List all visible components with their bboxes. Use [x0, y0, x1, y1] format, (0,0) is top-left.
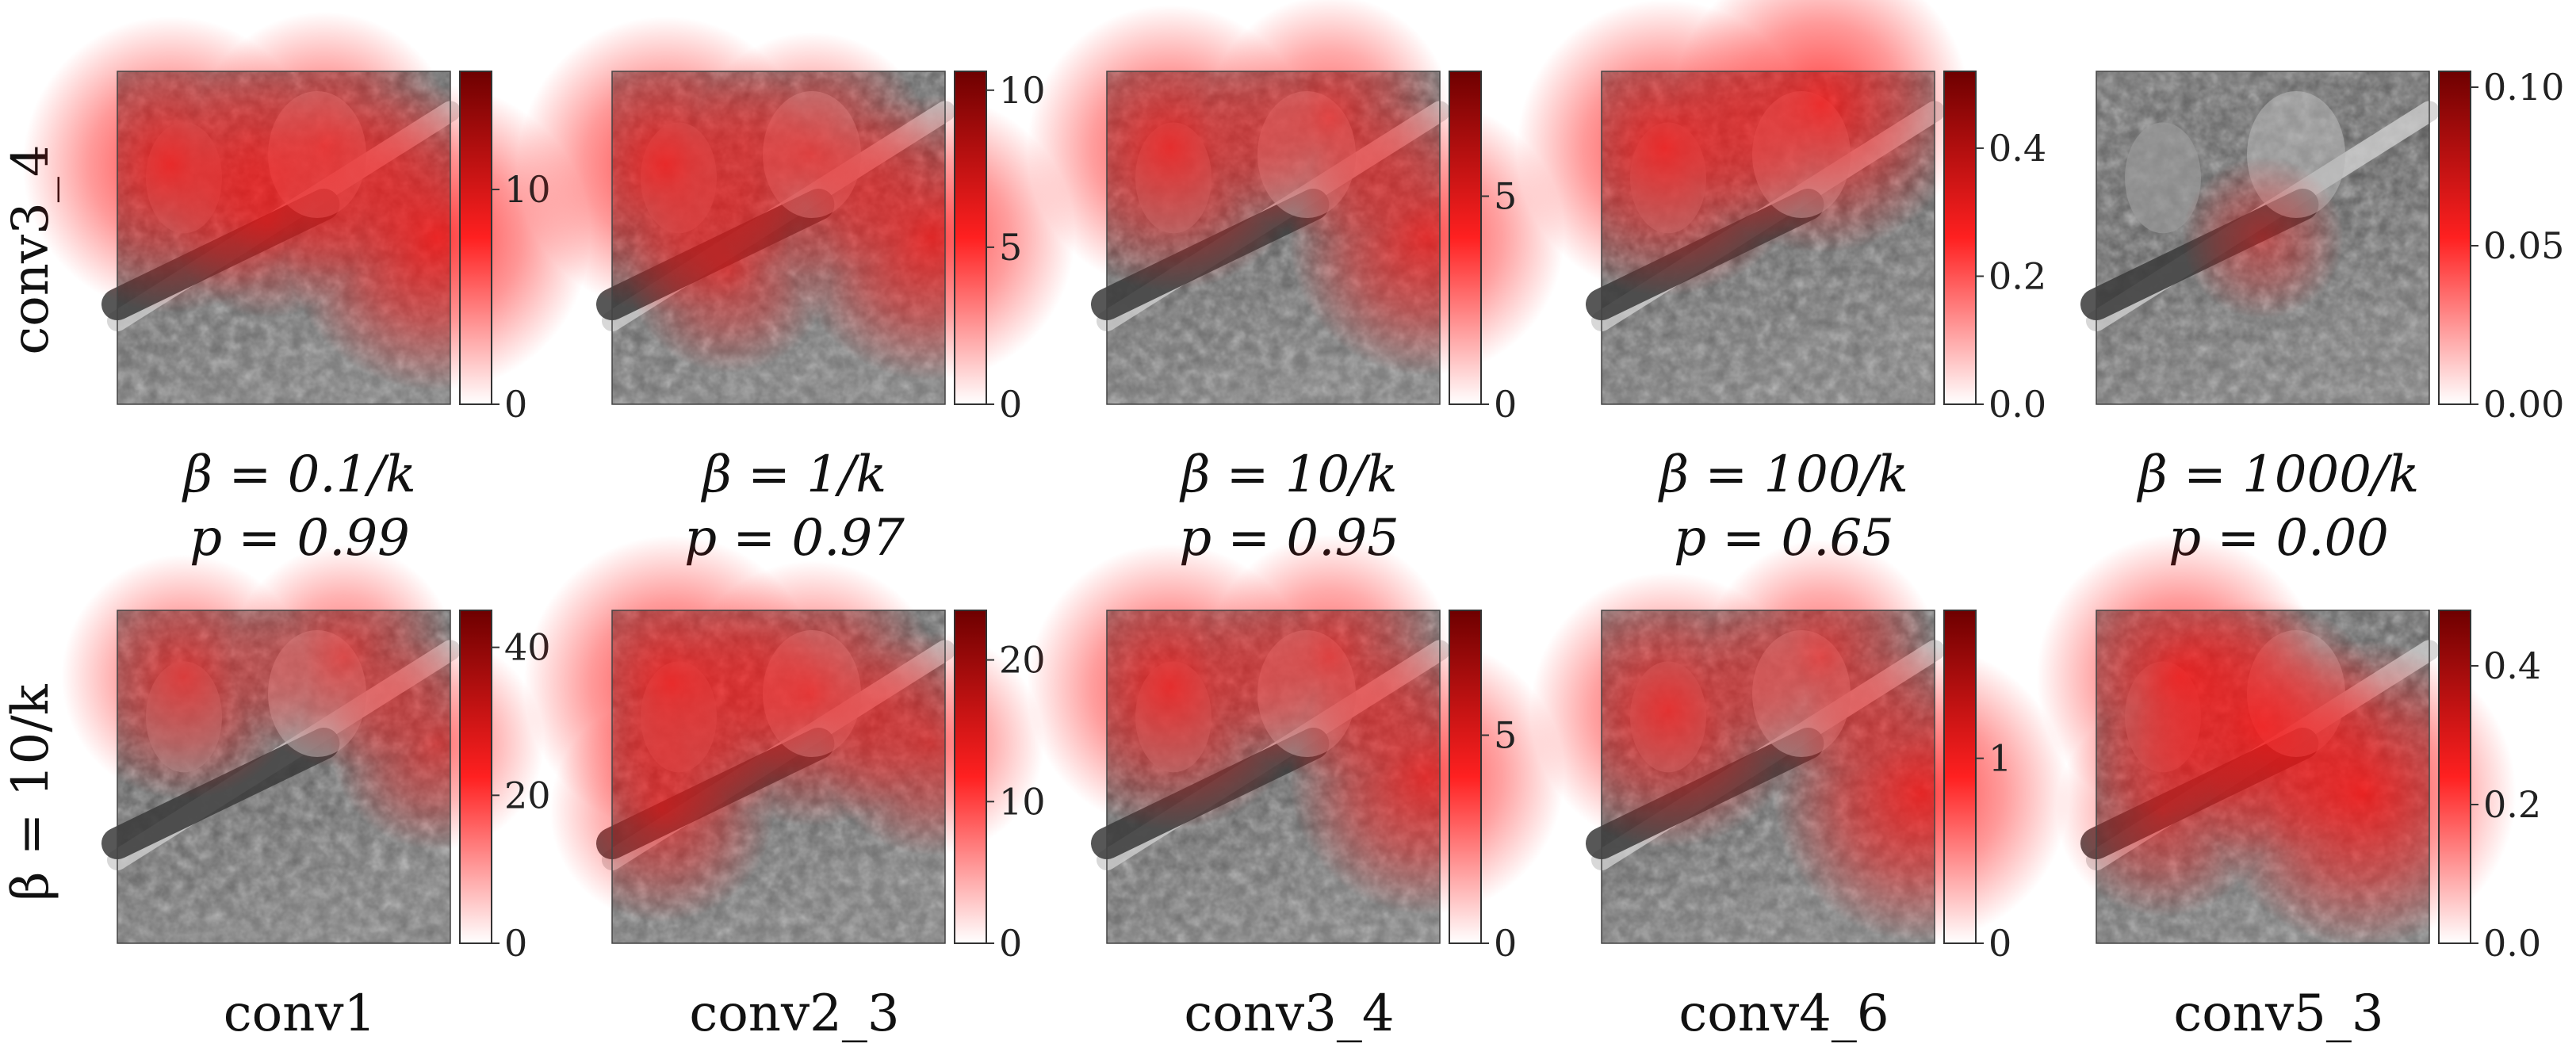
colorbar-tick-label: 0.2 [1988, 254, 2046, 297]
grayscale-photo [2080, 71, 2440, 404]
saliency-overlay [61, 545, 545, 851]
photo-frame [611, 71, 946, 405]
colorbar-tick-label: 0 [999, 383, 1022, 426]
colorbar: 0.0 0.2 0.4 [2438, 610, 2541, 965]
colorbar-tick-label: 5 [1494, 714, 1517, 757]
colorbar-gradient [2438, 71, 2471, 405]
colorbar: 0.00 0.05 0.10 [2438, 66, 2564, 426]
colorbar-tick-label: 0.00 [2483, 383, 2564, 426]
panel-caption-line: β = 0.1/k [182, 445, 415, 504]
photo-frame [2096, 71, 2430, 405]
colorbar-gradient [1449, 71, 1482, 405]
saliency-hotspot [2056, 703, 2270, 917]
colorbar-gradient [1943, 610, 1977, 944]
panel-caption-line: β = 1/k [701, 445, 886, 504]
photo-frame [2096, 610, 2430, 944]
colorbar-tick-label: 0 [1988, 922, 2011, 965]
panel-r0-c3: 0.00.20.4β = 100/kp = 0.65 [1516, 0, 2046, 568]
colorbar-tick-label: 1 [1988, 737, 2011, 780]
photo-frame [1106, 71, 1441, 405]
colorbar-tick-label: 0 [1494, 922, 1517, 965]
photo-frame [117, 610, 451, 944]
panel-caption-line: conv4_6 [1678, 984, 1889, 1043]
colorbar-tick-label: 0.2 [2483, 783, 2541, 826]
colorbar-gradient [2438, 610, 2471, 944]
colorbar-tick-label: 0.0 [1988, 383, 2046, 426]
colorbar-tick-label: 10 [999, 780, 1046, 823]
colorbar-tick-label: 0.0 [2483, 922, 2541, 965]
saliency-hotspot [283, 84, 591, 392]
panel-caption-line: conv5_3 [2173, 984, 2383, 1043]
saliency-overlay [1027, 534, 1565, 915]
saliency-hotspot [819, 631, 1044, 856]
panel-caption-line: conv3_4 [1184, 984, 1394, 1043]
panel-caption-line: β = 10/k [1179, 445, 1397, 504]
colorbar-gradient [954, 610, 987, 944]
colorbar-gradient [1943, 71, 1977, 405]
saliency-overlay [1516, 0, 1970, 296]
saliency-hotspot [549, 698, 775, 923]
colorbar: 05 [1449, 71, 1517, 426]
colorbar-tick-label: 0.10 [2483, 66, 2564, 109]
colorbar: 01 [1943, 610, 2011, 965]
saliency-hotspot [788, 94, 1075, 381]
saliency-hotspot [626, 169, 831, 373]
colorbar-tick-label: 5 [1494, 175, 1517, 218]
colorbar-gradient [1449, 610, 1482, 944]
panel-r0-c4: 0.000.050.10β = 1000/kp = 0.00 [2080, 66, 2564, 568]
colorbar-gradient [459, 610, 492, 944]
saliency-hotspot [1673, 0, 1970, 253]
saliency-hotspot [1288, 100, 1565, 376]
photo-frame [117, 71, 451, 405]
saliency-overlay [2036, 533, 2517, 947]
saliency-hotspot [170, 124, 364, 318]
saliency-overlay [523, 535, 1044, 923]
saliency-overlay [22, 11, 591, 392]
photo-frame [1106, 610, 1441, 944]
colorbar-tick-label: 0 [504, 383, 527, 426]
panel-caption-line: β = 100/k [1658, 445, 1908, 504]
panel-r0-c0: 010β = 0.1/kp = 0.99 [22, 11, 591, 568]
colorbar: 05 [1449, 610, 1517, 965]
panel-r1-c4: 0.0 0.2 0.4 conv5_3 [2036, 533, 2541, 1043]
colorbar-tick-label: 0.4 [2483, 644, 2541, 687]
colorbar-gradient [459, 71, 492, 405]
saliency-overlay [1027, 0, 1565, 376]
saliency-hotspot [2181, 156, 2344, 319]
photo-frame [1601, 71, 1935, 405]
colorbar-gradient [954, 71, 987, 405]
panel-caption-line: β = 1000/k [2137, 445, 2420, 504]
photo-frame [611, 610, 946, 944]
colorbar-tick-label: 0 [999, 922, 1022, 965]
panel-r0-c2: 05β = 10/kp = 0.95 [1027, 0, 1565, 568]
panel-caption-line: conv1 [224, 984, 376, 1043]
saliency-hotspot [1773, 645, 2070, 942]
saliency-overlay [1530, 539, 2070, 942]
colorbar-tick-label: 5 [999, 226, 1022, 269]
panel-caption-line: conv2_3 [689, 984, 899, 1043]
colorbar-tick-label: 0 [504, 922, 527, 965]
photo-frame [1601, 610, 1935, 944]
monkey-shape-left [2125, 122, 2201, 234]
colorbar: 0.0 0.2 0.4 [1943, 71, 2046, 426]
colorbar-tick-label: 0 [1494, 383, 1517, 426]
saliency-hotspot [1288, 639, 1565, 915]
saliency-overlay [2181, 156, 2344, 319]
colorbar-tick-label: 0.4 [1988, 127, 2046, 170]
colorbar-tick-label: 0.05 [2483, 224, 2564, 267]
row-label-beta: β = 10/k [2, 683, 60, 900]
saliency-overlay [517, 16, 1075, 381]
colorbar-tick-label: 20 [504, 774, 551, 816]
